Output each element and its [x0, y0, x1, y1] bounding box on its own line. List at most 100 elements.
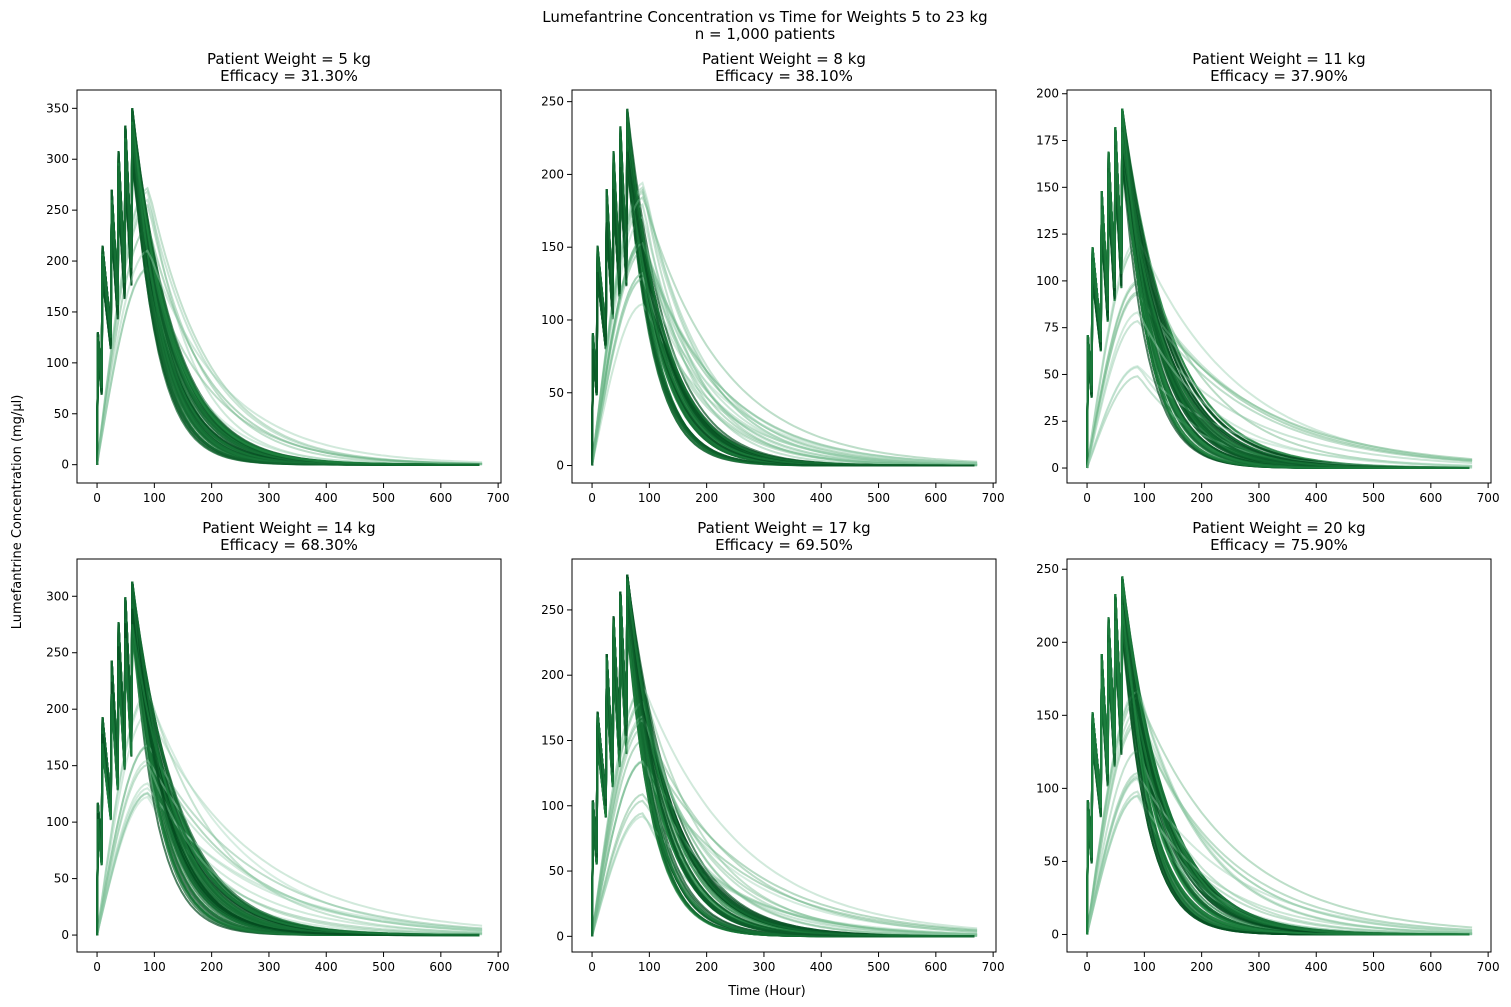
x-tick-label: 600 [429, 960, 452, 974]
subplot-title-line2: Efficacy = 37.90% [1210, 67, 1348, 85]
concentration-curves [591, 574, 978, 938]
x-tick-label: 400 [315, 491, 338, 505]
y-tick-label: 150 [46, 759, 69, 773]
y-tick-label: 175 [1036, 134, 1059, 148]
x-tick-label: 700 [487, 491, 510, 505]
x-tick-label: 300 [1247, 960, 1270, 974]
y-tick-label: 150 [541, 733, 564, 747]
y-tick-label: 150 [46, 305, 69, 319]
patient-curve [1086, 794, 1473, 936]
y-tick-label: 150 [541, 240, 564, 254]
patient-curve [96, 249, 483, 465]
x-tick-label: 500 [867, 960, 890, 974]
y-tick-label: 100 [46, 356, 69, 370]
patient-curve [591, 815, 978, 937]
y-tick-label: 0 [556, 459, 564, 473]
x-tick-label: 300 [1247, 491, 1270, 505]
patient-curve [96, 792, 483, 936]
patient-curve [96, 787, 483, 936]
patient-curve [591, 760, 978, 937]
x-tick-label: 400 [810, 960, 833, 974]
x-tick-label: 100 [638, 491, 661, 505]
y-tick-label: 0 [1051, 461, 1059, 475]
x-tick-label: 200 [1190, 960, 1213, 974]
x-tick-label: 100 [1133, 960, 1156, 974]
figure-suptitle-line1: Lumefantrine Concentration vs Time for W… [542, 8, 987, 26]
y-tick-label: 250 [541, 95, 564, 109]
x-tick-label: 700 [487, 960, 510, 974]
y-tick-label: 200 [46, 254, 69, 268]
patient-curve [96, 782, 483, 936]
y-tick-label: 0 [556, 929, 564, 943]
y-tick-label: 250 [541, 603, 564, 617]
patient-curve [1086, 771, 1473, 935]
y-tick-label: 25 [1044, 414, 1059, 428]
subplot-title-line1: Patient Weight = 17 kg [697, 519, 870, 537]
y-tick-label: 0 [1051, 927, 1059, 941]
subplot-title-line1: Patient Weight = 20 kg [1192, 519, 1365, 537]
axes-frame [76, 89, 502, 484]
y-tick-label: 250 [46, 646, 69, 660]
concentration-curves [1086, 576, 1473, 936]
figure-suptitle-line2: n = 1,000 patients [695, 25, 836, 43]
subplot-title-line2: Efficacy = 68.30% [220, 536, 358, 554]
y-tick-label: 50 [1044, 854, 1059, 868]
subplot-title-line2: Efficacy = 69.50% [715, 536, 853, 554]
x-tick-label: 0 [1083, 491, 1091, 505]
y-tick-label: 200 [541, 167, 564, 181]
y-tick-label: 250 [1036, 562, 1059, 576]
x-tick-label: 200 [695, 491, 718, 505]
y-tick-label: 200 [1036, 87, 1059, 101]
patient-curve [591, 151, 975, 467]
y-tick-label: 100 [1036, 274, 1059, 288]
axes-frame [1066, 558, 1492, 953]
y-tick-label: 100 [541, 799, 564, 813]
subplot-title-line1: Patient Weight = 5 kg [207, 50, 371, 68]
y-tick-label: 0 [61, 458, 69, 472]
x-tick-label: 500 [372, 960, 395, 974]
y-tick-label: 0 [61, 928, 69, 942]
x-tick-label: 0 [1083, 960, 1091, 974]
patient-curve [96, 145, 480, 466]
x-tick-label: 600 [924, 491, 947, 505]
y-tick-label: 300 [46, 152, 69, 166]
y-tick-label: 100 [1036, 781, 1059, 795]
patient-curve [96, 791, 483, 936]
x-tick-label: 0 [93, 491, 101, 505]
y-tick-label: 75 [1044, 321, 1059, 335]
patient-curve [96, 198, 483, 465]
subplot-title-line1: Patient Weight = 11 kg [1192, 50, 1365, 68]
axes-frame [1066, 89, 1492, 484]
patient-curve [591, 185, 978, 466]
concentration-curves [96, 108, 483, 466]
concentration-curves [591, 108, 978, 467]
patient-curve [1086, 365, 1473, 469]
y-tick-label: 50 [54, 407, 69, 421]
y-tick-label: 300 [46, 589, 69, 603]
y-tick-label: 150 [1036, 180, 1059, 194]
x-tick-label: 0 [588, 960, 596, 974]
y-tick-label: 350 [46, 101, 69, 115]
x-tick-label: 500 [372, 491, 395, 505]
x-tick-label: 600 [429, 491, 452, 505]
patient-curve [1086, 794, 1473, 935]
concentration-curves [96, 581, 483, 937]
x-tick-label: 600 [1419, 491, 1442, 505]
patient-curve [591, 215, 978, 466]
patient-curve [591, 760, 978, 937]
x-tick-label: 400 [1305, 960, 1328, 974]
x-tick-label: 100 [1133, 491, 1156, 505]
y-tick-label: 150 [1036, 708, 1059, 722]
x-tick-label: 200 [200, 491, 223, 505]
axes-frame [76, 558, 502, 953]
y-tick-label: 50 [549, 864, 564, 878]
patient-curve [1086, 108, 1470, 469]
x-tick-label: 500 [867, 491, 890, 505]
y-tick-label: 200 [1036, 635, 1059, 649]
y-tick-label: 200 [541, 668, 564, 682]
